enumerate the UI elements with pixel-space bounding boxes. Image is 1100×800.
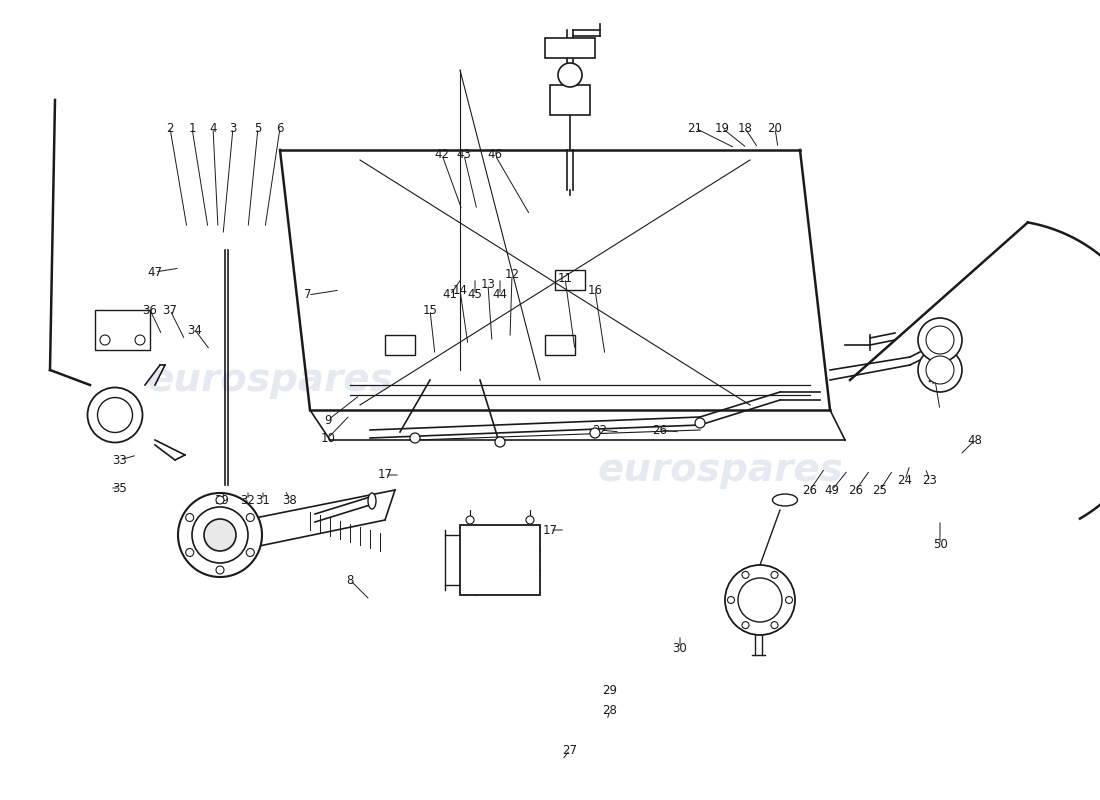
Text: 21: 21 bbox=[688, 122, 703, 134]
Circle shape bbox=[738, 578, 782, 622]
Bar bbox=[550, 85, 590, 115]
Text: 22: 22 bbox=[593, 423, 607, 437]
Text: 9: 9 bbox=[324, 414, 332, 426]
Text: 12: 12 bbox=[505, 269, 519, 282]
Text: eurospares: eurospares bbox=[597, 451, 843, 489]
Text: 29: 29 bbox=[603, 683, 617, 697]
Circle shape bbox=[192, 507, 248, 563]
Text: 6: 6 bbox=[276, 122, 284, 134]
Text: 26: 26 bbox=[848, 483, 864, 497]
Text: 36: 36 bbox=[143, 303, 157, 317]
Text: 31: 31 bbox=[255, 494, 271, 506]
Text: 3: 3 bbox=[229, 122, 236, 134]
Ellipse shape bbox=[772, 494, 798, 506]
Text: 24: 24 bbox=[898, 474, 913, 486]
Text: 1: 1 bbox=[188, 122, 196, 134]
Circle shape bbox=[466, 516, 474, 524]
Circle shape bbox=[178, 493, 262, 577]
Text: 26: 26 bbox=[803, 483, 817, 497]
Circle shape bbox=[742, 622, 749, 629]
Text: 38: 38 bbox=[283, 494, 297, 506]
Text: 25: 25 bbox=[872, 483, 888, 497]
Text: 40: 40 bbox=[927, 374, 943, 386]
Ellipse shape bbox=[88, 387, 143, 442]
Circle shape bbox=[695, 418, 705, 428]
Circle shape bbox=[771, 622, 778, 629]
Text: 17: 17 bbox=[377, 469, 393, 482]
Circle shape bbox=[100, 335, 110, 345]
Bar bbox=[95, 310, 150, 350]
Circle shape bbox=[590, 428, 600, 438]
Circle shape bbox=[526, 516, 534, 524]
Circle shape bbox=[771, 571, 778, 578]
Circle shape bbox=[216, 566, 224, 574]
Circle shape bbox=[725, 565, 795, 635]
Text: 30: 30 bbox=[672, 642, 688, 654]
Circle shape bbox=[246, 549, 254, 557]
Circle shape bbox=[926, 326, 954, 354]
Text: 8: 8 bbox=[346, 574, 354, 586]
Ellipse shape bbox=[98, 398, 132, 433]
Text: 7: 7 bbox=[305, 289, 311, 302]
Text: 41: 41 bbox=[442, 289, 458, 302]
Text: 19: 19 bbox=[715, 122, 729, 134]
Text: 15: 15 bbox=[422, 303, 438, 317]
Text: 23: 23 bbox=[923, 474, 937, 486]
Text: 17: 17 bbox=[542, 523, 558, 537]
Circle shape bbox=[727, 597, 735, 603]
Circle shape bbox=[785, 597, 792, 603]
Bar bbox=[544, 38, 595, 58]
Text: 33: 33 bbox=[112, 454, 128, 466]
Bar bbox=[556, 270, 585, 290]
Ellipse shape bbox=[368, 493, 376, 509]
Text: 44: 44 bbox=[493, 289, 507, 302]
Text: 32: 32 bbox=[241, 494, 255, 506]
Text: 42: 42 bbox=[434, 149, 450, 162]
Bar bbox=[385, 335, 415, 355]
Circle shape bbox=[186, 549, 194, 557]
Bar bbox=[544, 335, 575, 355]
Circle shape bbox=[918, 348, 962, 392]
Text: 50: 50 bbox=[933, 538, 947, 551]
Text: 43: 43 bbox=[456, 149, 472, 162]
Text: 4: 4 bbox=[209, 122, 217, 134]
Circle shape bbox=[204, 519, 236, 551]
Text: 28: 28 bbox=[603, 703, 617, 717]
Text: 10: 10 bbox=[320, 431, 336, 445]
Circle shape bbox=[216, 496, 224, 504]
Text: 14: 14 bbox=[452, 283, 468, 297]
Text: 49: 49 bbox=[825, 483, 839, 497]
Circle shape bbox=[246, 514, 254, 522]
Text: 27: 27 bbox=[562, 743, 578, 757]
Text: eurospares: eurospares bbox=[147, 361, 393, 399]
Text: 34: 34 bbox=[188, 323, 202, 337]
Text: 11: 11 bbox=[558, 271, 572, 285]
Text: 35: 35 bbox=[112, 482, 128, 494]
Text: 5: 5 bbox=[254, 122, 262, 134]
Text: 26: 26 bbox=[652, 423, 668, 437]
Circle shape bbox=[926, 356, 954, 384]
Circle shape bbox=[410, 433, 420, 443]
Text: 45: 45 bbox=[468, 289, 483, 302]
Circle shape bbox=[495, 437, 505, 447]
Circle shape bbox=[186, 514, 194, 522]
Text: 2: 2 bbox=[166, 122, 174, 134]
Text: 20: 20 bbox=[768, 122, 782, 134]
Text: 37: 37 bbox=[163, 303, 177, 317]
Text: 13: 13 bbox=[481, 278, 495, 291]
Bar bbox=[460, 525, 540, 595]
Circle shape bbox=[742, 571, 749, 578]
Text: 48: 48 bbox=[968, 434, 982, 446]
Circle shape bbox=[918, 318, 962, 362]
Circle shape bbox=[135, 335, 145, 345]
Text: 16: 16 bbox=[587, 283, 603, 297]
Text: 39: 39 bbox=[214, 494, 230, 506]
Text: 18: 18 bbox=[738, 122, 752, 134]
Circle shape bbox=[558, 63, 582, 87]
Text: 46: 46 bbox=[487, 149, 503, 162]
Text: 47: 47 bbox=[147, 266, 163, 278]
